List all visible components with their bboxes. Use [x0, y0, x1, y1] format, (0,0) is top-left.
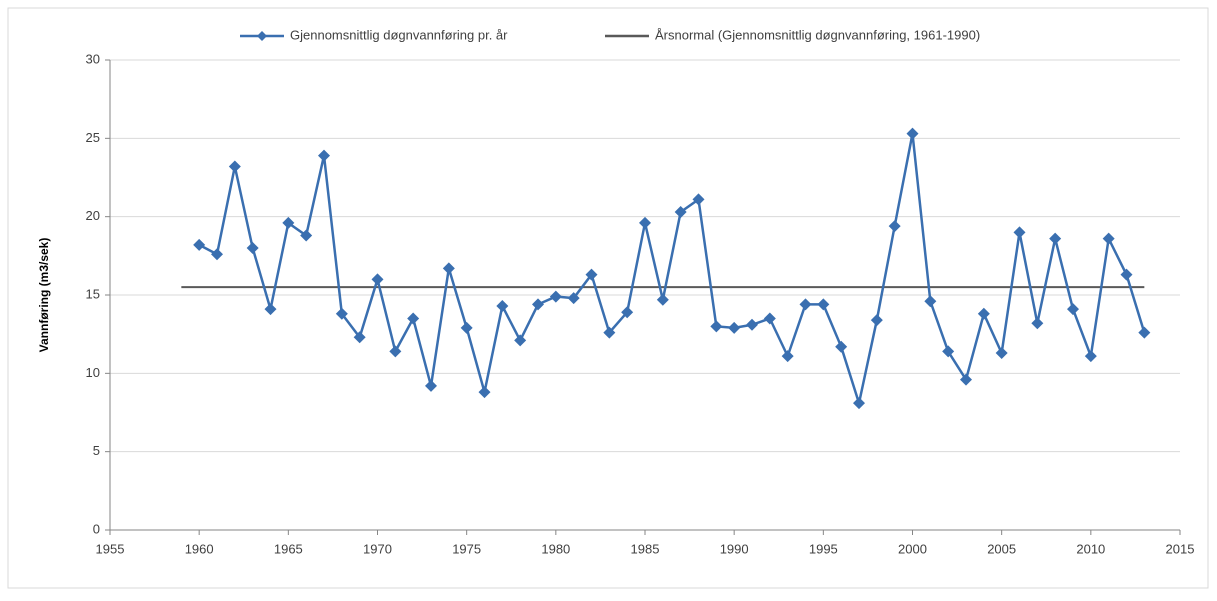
y-axis-label: Vannføring (m3/sek) — [37, 238, 51, 353]
data-point — [407, 312, 420, 325]
data-point — [514, 334, 527, 347]
y-tick-label: 25 — [86, 130, 100, 145]
data-point — [639, 216, 651, 229]
data-point — [1102, 232, 1115, 245]
data-point — [674, 205, 687, 218]
legend-label: Årsnormal (Gjennomsnittlig døgnvannførin… — [655, 27, 980, 42]
x-tick-label: 2000 — [898, 541, 927, 556]
data-point — [460, 321, 473, 334]
data-point — [1049, 232, 1062, 245]
x-tick-label: 1980 — [541, 541, 570, 556]
x-tick-label: 1955 — [96, 541, 125, 556]
data-point — [478, 386, 491, 399]
data-point — [781, 350, 794, 363]
x-tick-label: 2005 — [987, 541, 1016, 556]
data-point — [817, 298, 830, 311]
data-point — [318, 149, 330, 162]
data-point — [1067, 303, 1079, 316]
x-tick-label: 1960 — [185, 541, 214, 556]
data-point — [924, 295, 937, 308]
data-point — [300, 229, 313, 242]
data-point — [228, 160, 241, 173]
x-tick-label: 1965 — [274, 541, 303, 556]
data-point — [549, 290, 562, 303]
y-tick-label: 0 — [93, 521, 100, 536]
data-point — [496, 299, 509, 312]
x-tick-label: 2015 — [1166, 541, 1195, 556]
x-tick-label: 1985 — [631, 541, 660, 556]
data-point — [425, 379, 437, 392]
data-point — [371, 273, 384, 286]
data-point — [656, 293, 669, 306]
data-point — [763, 312, 776, 325]
data-point — [585, 268, 598, 281]
data-point — [1120, 268, 1133, 281]
x-tick-label: 1990 — [720, 541, 749, 556]
data-point — [389, 345, 402, 358]
data-point — [799, 298, 812, 311]
data-point — [906, 127, 919, 140]
data-point — [246, 242, 259, 254]
data-point — [710, 320, 723, 333]
data-point — [264, 303, 277, 316]
legend-label: Gjennomsnittlig døgnvannføring pr. år — [290, 27, 508, 42]
data-point — [1084, 350, 1097, 363]
data-point — [1138, 326, 1151, 339]
x-tick-label: 1995 — [809, 541, 838, 556]
data-point — [193, 238, 206, 251]
chart-frame — [7, 7, 1209, 589]
data-point — [353, 331, 366, 344]
data-point — [621, 306, 634, 319]
data-point — [1013, 226, 1026, 239]
data-point — [977, 307, 990, 320]
y-tick-label: 15 — [86, 286, 100, 301]
y-tick-label: 20 — [86, 208, 100, 223]
series-line — [198, 133, 1146, 408]
data-point — [960, 373, 972, 386]
data-point — [282, 216, 295, 229]
data-point — [1031, 317, 1044, 330]
legend-marker — [257, 31, 267, 41]
y-tick-label: 10 — [86, 365, 100, 380]
data-point — [870, 314, 883, 327]
x-tick-label: 1975 — [452, 541, 481, 556]
data-point — [746, 318, 758, 331]
data-point — [335, 307, 348, 320]
data-point — [995, 346, 1008, 359]
data-point — [835, 340, 848, 353]
data-point — [603, 326, 616, 339]
data-point — [442, 262, 455, 275]
data-point — [567, 292, 580, 305]
data-point — [211, 248, 223, 261]
data-point — [853, 397, 865, 410]
x-tick-label: 2010 — [1076, 541, 1105, 556]
data-point — [692, 193, 705, 206]
x-tick-label: 1970 — [363, 541, 392, 556]
data-point — [942, 345, 955, 358]
y-tick-label: 30 — [86, 51, 100, 66]
y-tick-label: 5 — [93, 443, 100, 458]
data-point — [532, 298, 544, 311]
data-point — [888, 220, 901, 233]
data-point — [728, 321, 741, 334]
